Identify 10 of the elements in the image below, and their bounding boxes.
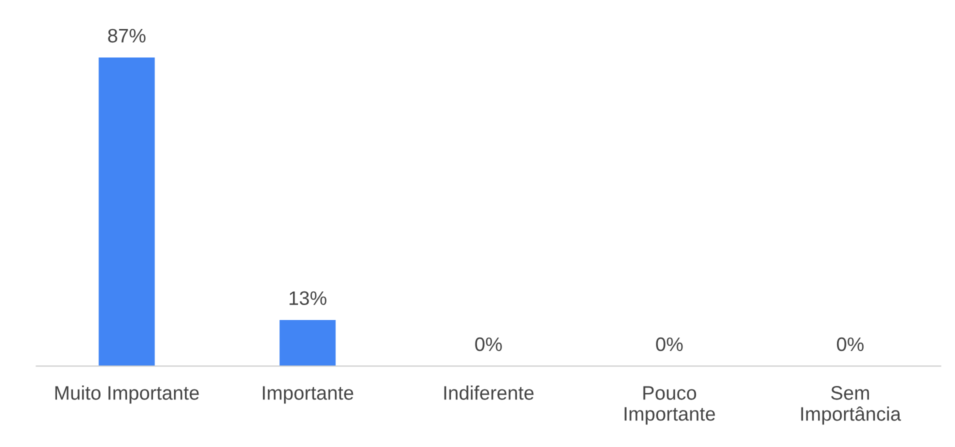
- data-label: 87%: [108, 28, 146, 43]
- x-tick-label: Pouco Importante: [624, 386, 715, 425]
- data-label: 0%: [656, 337, 683, 352]
- x-tick-label: Sem Importância: [801, 386, 902, 425]
- data-label: 13%: [290, 291, 326, 306]
- x-tick-label: Muito Importante: [55, 386, 199, 404]
- x-tick-label: Indiferente: [444, 386, 534, 400]
- x-tick-label: Importante: [262, 386, 354, 404]
- data-label: 0%: [836, 337, 864, 352]
- data-label: 0%: [475, 337, 502, 352]
